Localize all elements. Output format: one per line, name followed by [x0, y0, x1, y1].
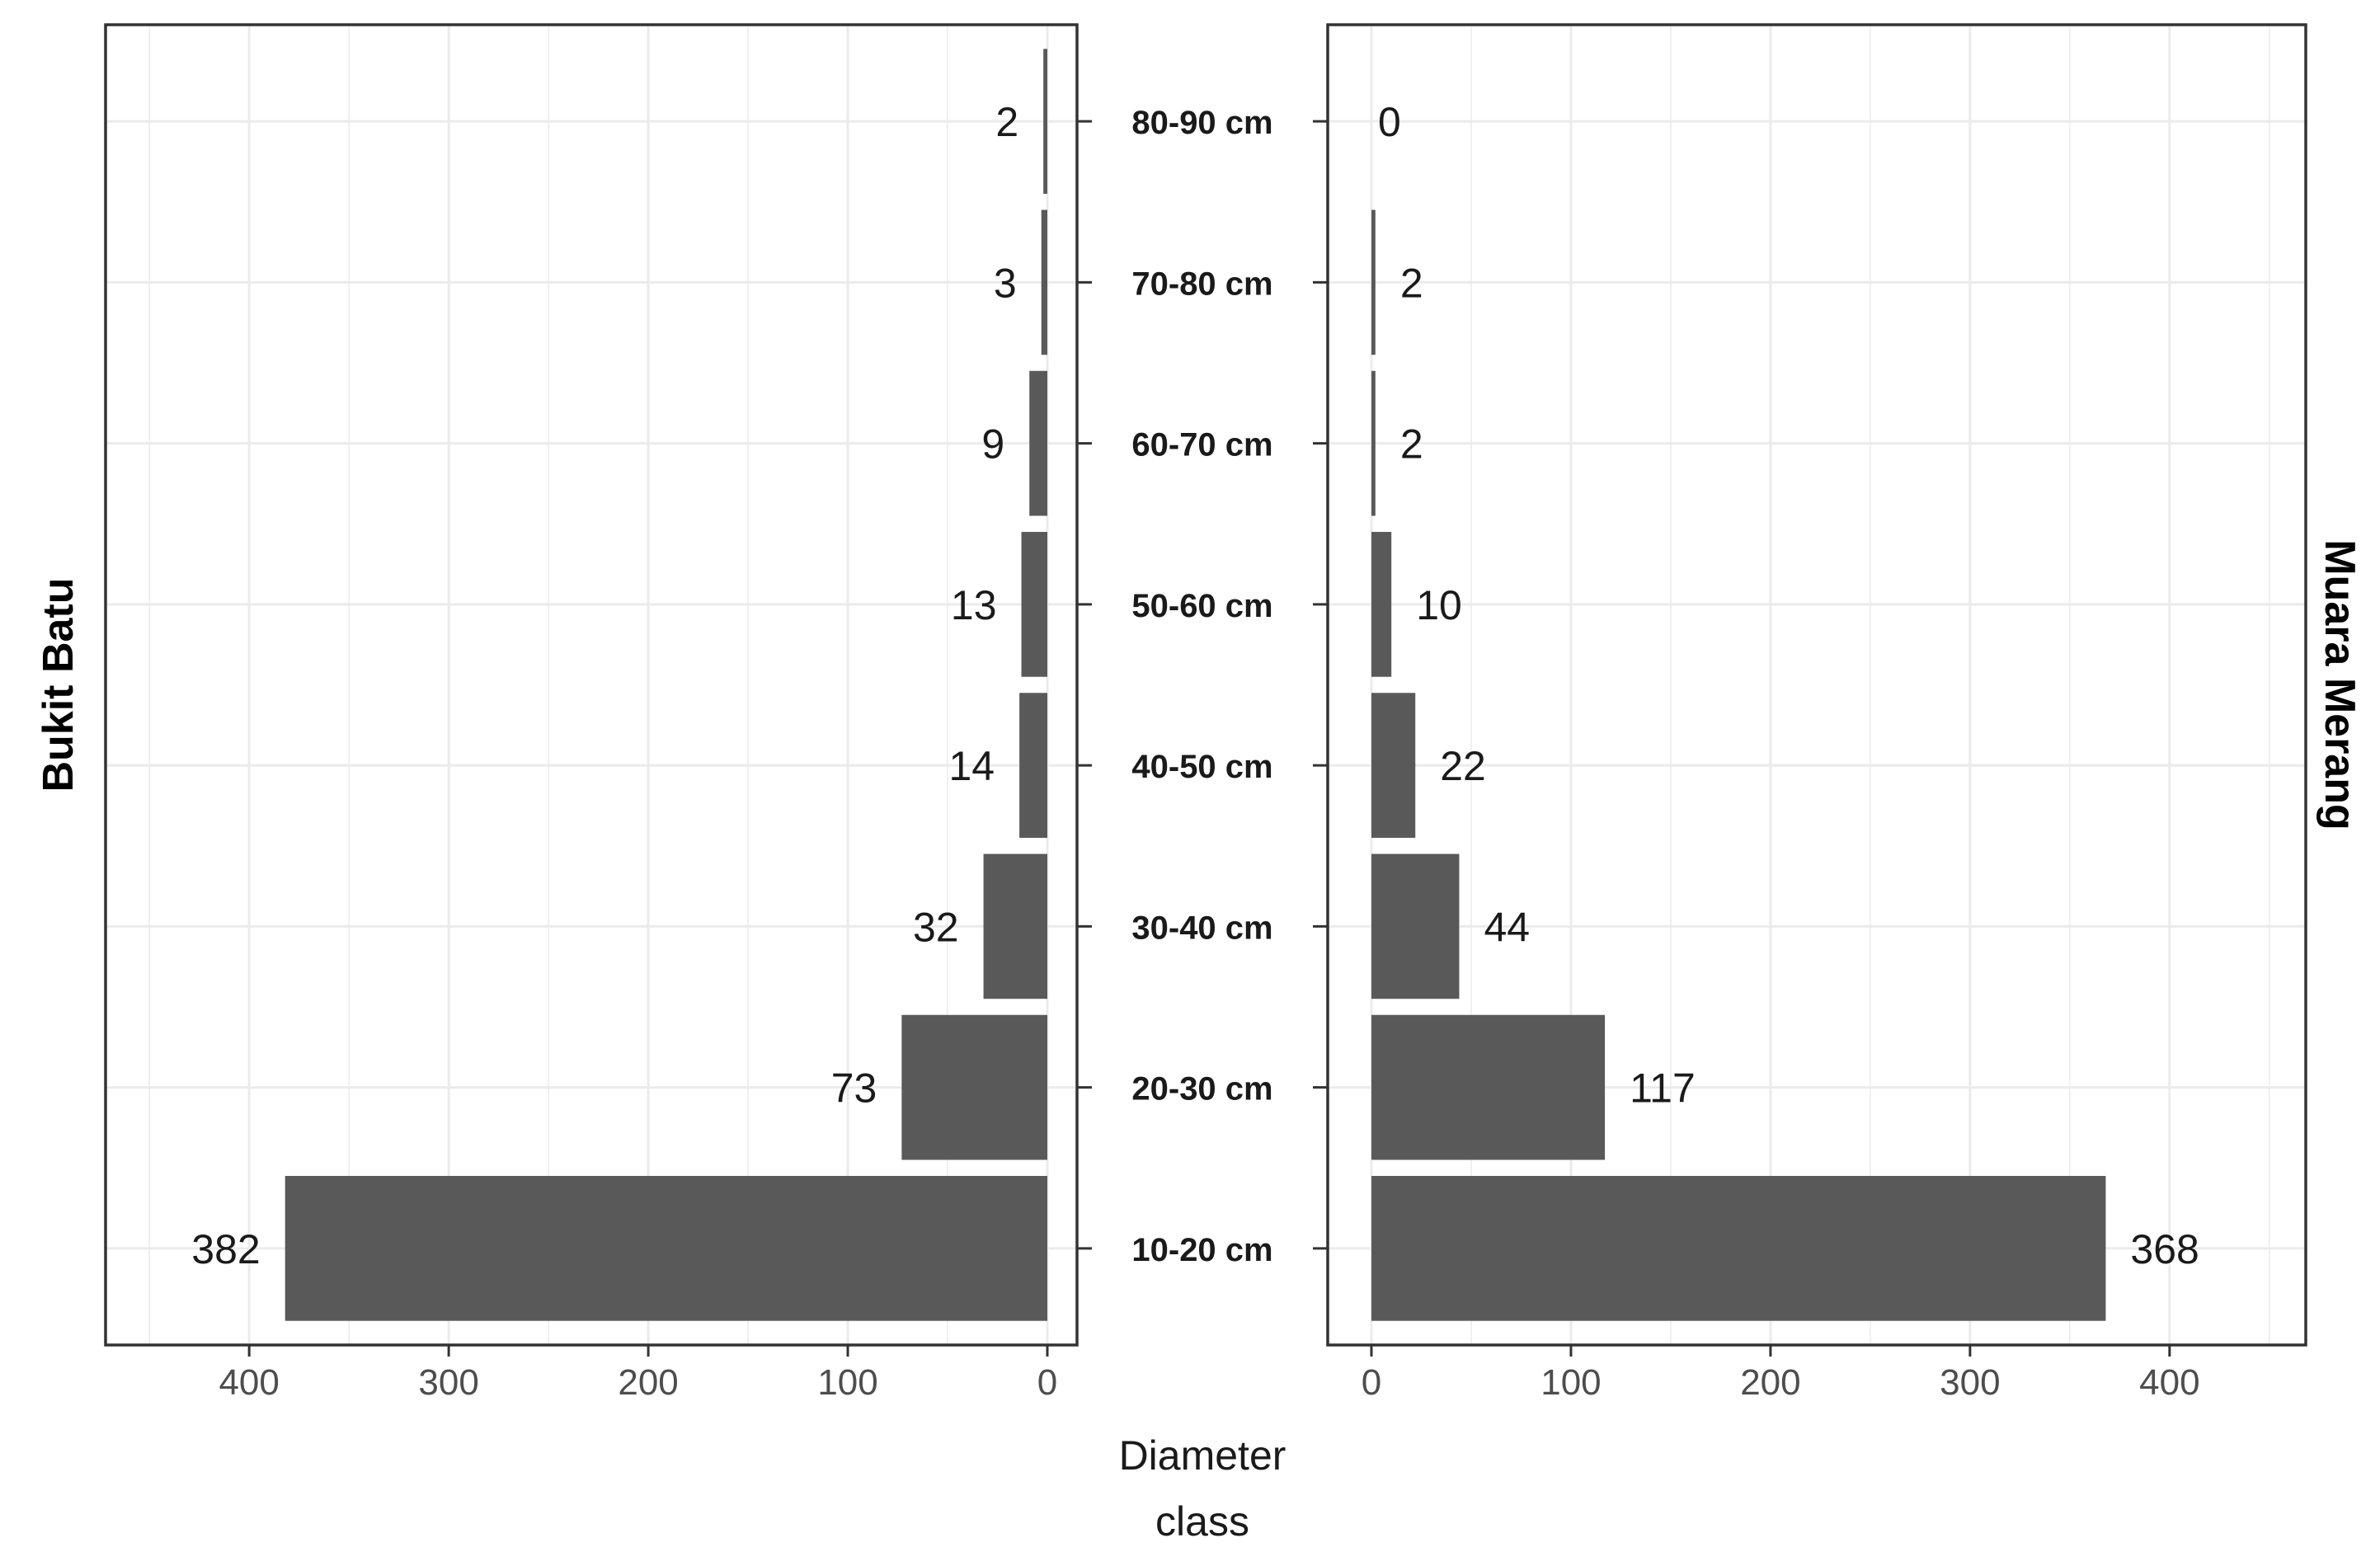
strip-label-bukit-batu: Bukit Batu	[35, 578, 82, 792]
right-x-tick-label: 200	[1740, 1362, 1800, 1403]
bar-bukit-batu-50-60-cm	[1021, 532, 1047, 677]
category-label: 60-70 cm	[1131, 427, 1272, 463]
bar-bukit-batu-30-40-cm	[983, 854, 1047, 999]
grid-layer	[106, 25, 2306, 1345]
left-panel-border	[104, 23, 1079, 1347]
x-axis-title-line: Diameter	[1119, 1432, 1286, 1479]
left-x-tick-label: 300	[418, 1362, 478, 1403]
bar-value-label-muara-merang: 0	[1378, 99, 1401, 145]
category-label: 80-90 cm	[1131, 105, 1272, 141]
right-panel-border	[1326, 23, 2307, 1347]
bar-muara-merang-40-50-cm	[1371, 693, 1416, 838]
left-x-tick-label: 100	[817, 1362, 877, 1403]
bar-bukit-batu-60-70-cm	[1029, 370, 1047, 516]
category-label: 70-80 cm	[1131, 266, 1272, 302]
bar-bukit-batu-40-50-cm	[1019, 693, 1047, 838]
bar-muara-merang-20-30-cm	[1371, 1014, 1606, 1160]
category-label: 50-60 cm	[1131, 588, 1272, 624]
bar-bukit-batu-20-30-cm	[901, 1014, 1047, 1160]
bar-value-label-bukit-batu: 2	[995, 99, 1018, 145]
bar-value-label-bukit-batu: 14	[949, 743, 995, 789]
bar-value-label-bukit-batu: 382	[191, 1226, 260, 1272]
frame-layer: Bukit Batu Muara Merang	[35, 23, 2364, 1347]
bar-muara-merang-60-70-cm	[1371, 370, 1376, 516]
bar-muara-merang-50-60-cm	[1371, 532, 1392, 677]
right-x-tick-label: 0	[1362, 1362, 1381, 1403]
bar-value-label-bukit-batu: 13	[951, 582, 997, 628]
category-label: 40-50 cm	[1131, 749, 1272, 785]
bar-value-label-bukit-batu: 3	[994, 260, 1017, 306]
bar-value-label-muara-merang: 44	[1484, 904, 1530, 950]
left-x-tick-label: 0	[1037, 1362, 1057, 1403]
bar-value-label-muara-merang: 2	[1400, 421, 1423, 468]
left-x-tick-label: 200	[618, 1362, 678, 1403]
category-label: 20-30 cm	[1131, 1071, 1272, 1107]
bar-bukit-batu-80-90-cm	[1043, 49, 1047, 195]
bar-value-label-muara-merang: 10	[1416, 582, 1462, 628]
bar-muara-merang-70-80-cm	[1371, 209, 1376, 355]
bar-bukit-batu-70-80-cm	[1041, 209, 1047, 355]
bar-value-label-muara-merang: 2	[1400, 260, 1423, 306]
right-x-tick-label: 400	[2139, 1362, 2199, 1403]
bar-layer	[285, 49, 2106, 1321]
bar-value-label-bukit-batu: 32	[913, 904, 959, 950]
left-x-tick-label: 400	[219, 1362, 279, 1403]
bar-value-label-muara-merang: 22	[1440, 743, 1486, 789]
bar-muara-merang-30-40-cm	[1371, 854, 1460, 999]
axis-layer: 10-20 cm 20-30 cm 30-40 cm 40-50 cm 50-60 cm…	[219, 105, 2199, 1545]
bar-value-label-muara-merang: 368	[2130, 1226, 2199, 1272]
right-x-tick-label: 300	[1940, 1362, 2000, 1403]
bar-value-label-muara-merang: 117	[1630, 1065, 1696, 1112]
category-label: 30-40 cm	[1131, 910, 1272, 946]
category-label: 10-20 cm	[1131, 1232, 1272, 1268]
bar-value-label-bukit-batu: 73	[831, 1065, 877, 1112]
bar-muara-merang-10-20-cm	[1371, 1175, 2106, 1321]
bar-value-label-bukit-batu: 9	[981, 421, 1004, 468]
x-axis-title-line: class	[1155, 1498, 1249, 1545]
right-x-tick-label: 100	[1540, 1362, 1601, 1403]
bar-bukit-batu-10-20-cm	[285, 1175, 1048, 1321]
strip-label-muara-merang: Muara Merang	[2316, 539, 2364, 830]
